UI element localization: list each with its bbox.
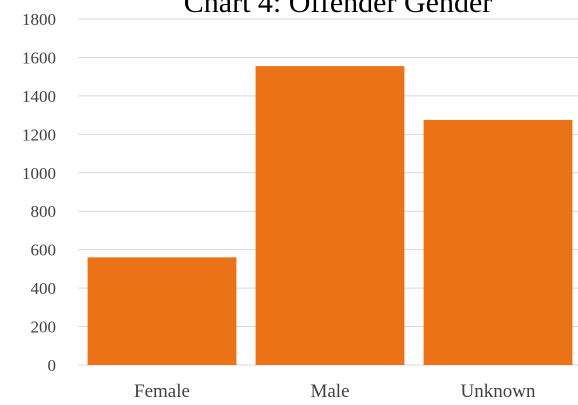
bar [255, 66, 405, 365]
y-tick-label: 800 [31, 202, 57, 221]
y-tick-label: 0 [48, 356, 57, 375]
x-tick-label: Unknown [461, 381, 536, 402]
y-tick-label: 1200 [22, 125, 56, 144]
bar [423, 119, 573, 366]
y-tick-label: 1800 [22, 10, 56, 29]
y-tick-label: 1600 [22, 48, 56, 67]
y-tick-label: 1000 [22, 164, 56, 183]
x-tick-label: Male [310, 381, 349, 402]
y-tick-label: 400 [31, 279, 57, 298]
y-tick-label: 600 [31, 241, 57, 260]
y-tick-label: 1400 [22, 87, 56, 106]
x-tick-label: Female [134, 381, 190, 402]
bar [87, 257, 237, 365]
chart-title: Chart 4: Offender Gender [184, 0, 493, 19]
y-tick-label: 200 [31, 318, 57, 337]
